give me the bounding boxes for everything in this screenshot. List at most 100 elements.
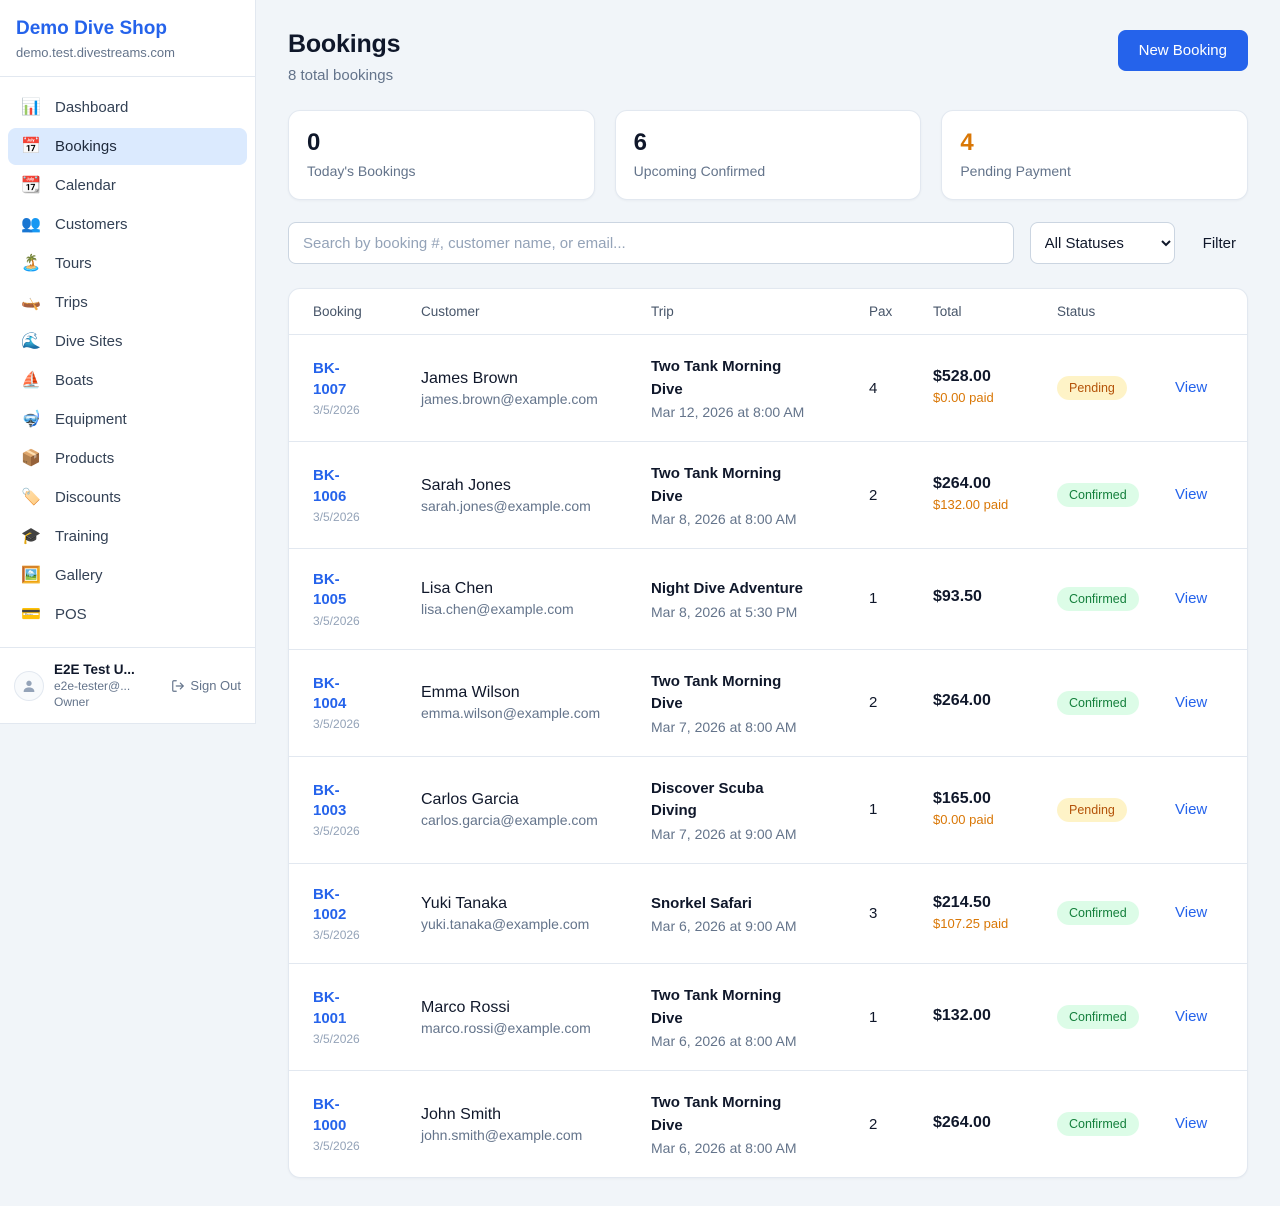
table-row: BK-1000 3/5/2026 John Smith john.smith@e… [289, 1071, 1247, 1177]
total-cell: $214.50 $107.25 paid [933, 894, 1057, 933]
stat-value: 6 [633, 129, 648, 156]
sign-out-button[interactable]: Sign Out [171, 678, 241, 693]
status-cell: Confirmed [1057, 1112, 1175, 1136]
trip-time: Mar 6, 2026 at 9:00 AM [651, 918, 797, 934]
view-link[interactable]: View [1175, 693, 1208, 711]
customer-name: Lisa Chen [421, 580, 494, 598]
customer-cell: Marco Rossi marco.rossi@example.com [421, 999, 651, 1036]
trip-cell: Two Tank Morning Dive Mar 6, 2026 at 8:0… [651, 1092, 869, 1156]
booking-date: 3/5/2026 [313, 717, 360, 732]
search-input[interactable] [288, 222, 1014, 264]
view-link[interactable]: View [1175, 589, 1208, 607]
paid-amount: $0.00 paid [933, 811, 994, 827]
booking-id-link[interactable]: BK-1000 [313, 1096, 347, 1134]
view-link[interactable]: View [1175, 1115, 1208, 1132]
total-cell: $132.00 [933, 1007, 1057, 1028]
trip-name: Snorkel Safari [651, 894, 752, 912]
user-icon [23, 680, 35, 692]
customer-email: sarah.jones@example.com [421, 497, 591, 514]
booking-id-link[interactable]: BK-1001 [313, 989, 347, 1027]
customer-email: carlos.garcia@example.com [421, 812, 598, 828]
stat-card: 0 Today's Bookings [288, 110, 595, 200]
trip-name: Two Tank Morning Dive [651, 358, 782, 398]
status-cell: Pending [1057, 376, 1175, 400]
booking-date: 3/5/2026 [313, 1031, 360, 1046]
sidebar-item-tours[interactable]: 🏝️ Tours [8, 245, 247, 282]
nav-item-label: Trips [55, 294, 88, 311]
booking-cell: BK-1002 3/5/2026 [313, 885, 421, 943]
trip-name: Discover Scuba Diving [651, 779, 764, 820]
trip-cell: Discover Scuba Diving Mar 7, 2026 at 9:0… [651, 778, 869, 842]
stat-card: 4 Pending Payment [941, 110, 1249, 200]
actions-cell: View [1175, 1115, 1223, 1133]
paid-amount: $107.25 paid [933, 915, 1009, 931]
booking-id-link[interactable]: BK-1003 [313, 781, 347, 819]
pax-cell: 1 [869, 801, 878, 818]
stat-label: Upcoming Confirmed [633, 163, 766, 179]
customer-name: Emma Wilson [421, 684, 520, 701]
actions-cell: View [1175, 486, 1223, 504]
table-body: BK-1007 3/5/2026 James Brown james.brown… [289, 335, 1247, 1177]
booking-date: 3/5/2026 [313, 1138, 360, 1153]
table-row: BK-1006 3/5/2026 Sarah Jones sarah.jones… [289, 442, 1247, 549]
trip-time: Mar 8, 2026 at 5:30 PM [651, 603, 798, 620]
stat-value: 4 [960, 129, 974, 156]
trip-cell: Two Tank Morning Dive Mar 6, 2026 at 8:0… [651, 985, 869, 1049]
booking-id-link[interactable]: BK-1004 [313, 674, 347, 712]
customer-name: Yuki Tanaka [421, 894, 507, 912]
pax-cell: 3 [869, 904, 878, 922]
customer-name: Sarah Jones [421, 476, 511, 494]
view-link[interactable]: View [1175, 1008, 1208, 1025]
nav-item-icon: 📊 [21, 98, 41, 116]
sidebar-item-dive-sites[interactable]: 🌊 Dive Sites [8, 323, 247, 360]
customer-name: Carlos Garcia [421, 791, 519, 808]
trip-time: Mar 7, 2026 at 8:00 AM [651, 718, 797, 735]
nav-item-icon: 📦 [21, 449, 41, 467]
nav-item-label: POS [55, 606, 87, 623]
sidebar-item-training[interactable]: 🎓 Training [8, 518, 247, 555]
view-link[interactable]: View [1175, 904, 1208, 922]
sidebar-item-equipment[interactable]: 🤿 Equipment [8, 401, 247, 438]
sidebar-item-boats[interactable]: ⛵ Boats [8, 362, 247, 399]
sidebar-item-bookings[interactable]: 📅 Bookings [8, 128, 247, 165]
page-header: Bookings 8 total bookings New Booking [288, 30, 1248, 84]
status-filter-select[interactable]: All Statuses [1029, 222, 1175, 264]
sidebar-nav: 📊 Dashboard 📅 Bookings 📆 Calendar 👥 Cust… [0, 77, 255, 647]
total-amount: $528.00 [933, 368, 991, 386]
trip-cell: Snorkel Safari Mar 6, 2026 at 9:00 AM [651, 893, 869, 935]
nav-item-label: Equipment [55, 411, 127, 428]
sidebar-item-customers[interactable]: 👥 Customers [8, 206, 247, 243]
filter-row: All Statuses Filter [288, 222, 1248, 264]
customer-name: James Brown [421, 369, 518, 387]
booking-date: 3/5/2026 [313, 402, 360, 417]
sidebar-item-pos[interactable]: 💳 POS [8, 596, 247, 633]
sign-out-label: Sign Out [190, 678, 241, 693]
status-cell: Confirmed [1057, 901, 1175, 926]
sidebar-item-products[interactable]: 📦 Products [8, 440, 247, 477]
booking-id-link[interactable]: BK-1006 [313, 467, 347, 505]
sidebar-item-trips[interactable]: 🛶 Trips [8, 284, 247, 321]
sidebar-item-discounts[interactable]: 🏷️ Discounts [8, 479, 247, 516]
trip-cell: Two Tank Morning Dive Mar 12, 2026 at 8:… [651, 356, 869, 420]
sidebar-item-calendar[interactable]: 📆 Calendar [8, 167, 247, 204]
filter-button[interactable]: Filter [1191, 235, 1248, 252]
booking-cell: BK-1004 3/5/2026 [313, 674, 421, 732]
view-link[interactable]: View [1175, 379, 1208, 396]
paid-amount: $0.00 paid [933, 390, 994, 406]
sidebar-item-gallery[interactable]: 🖼️ Gallery [8, 557, 247, 594]
trip-cell: Night Dive Adventure Mar 8, 2026 at 5:30… [651, 578, 869, 620]
booking-id-link[interactable]: BK-1007 [313, 360, 347, 398]
booking-id-link[interactable]: BK-1002 [313, 885, 347, 923]
booking-id-link[interactable]: BK-1005 [313, 571, 347, 609]
view-link[interactable]: View [1175, 800, 1208, 818]
bookings-table: Booking Customer Trip Pax Total Status [288, 288, 1248, 1178]
sidebar-item-dashboard[interactable]: 📊 Dashboard [8, 89, 247, 126]
sidebar: Demo Dive Shop demo.test.divestreams.com… [0, 0, 256, 724]
view-link[interactable]: View [1175, 486, 1208, 503]
trip-time: Mar 8, 2026 at 8:00 AM [651, 511, 797, 527]
column-header: Booking [313, 304, 362, 319]
nav-item-label: Training [55, 528, 109, 545]
new-booking-button[interactable]: New Booking [1117, 30, 1248, 71]
booking-cell: BK-1000 3/5/2026 [313, 1095, 421, 1153]
